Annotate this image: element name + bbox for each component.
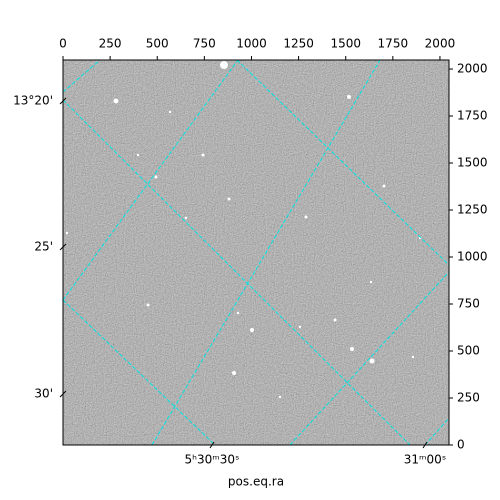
x-tick-label: 1500 (330, 37, 361, 51)
dec-tick (59, 97, 67, 105)
ra-tick (209, 441, 215, 449)
y-tick-label: 1500 (457, 156, 488, 170)
ra-tick (422, 441, 428, 449)
y-tick-label: 0 (457, 438, 465, 452)
x-tick-label: 1250 (283, 37, 314, 51)
coordinate-grid (63, 60, 449, 445)
x-tick-label: 500 (146, 37, 169, 51)
dec-tick-label: 25' (34, 240, 53, 254)
y-tick-label: 1750 (457, 109, 488, 123)
x-tick-label: 250 (99, 37, 122, 51)
ra-tick-label: 5ʰ30ᵐ30ˢ (185, 453, 240, 467)
y-tick-label: 1000 (457, 250, 488, 264)
dec-tick (59, 243, 67, 251)
y-tick-label: 500 (457, 344, 480, 358)
dec-tick (59, 390, 67, 398)
x-tick-label: 1750 (378, 37, 409, 51)
x-axis-label: pos.eq.ra (228, 475, 284, 489)
x-tick-label: 0 (59, 37, 67, 51)
sky-image (63, 60, 449, 445)
y-tick-label: 1250 (457, 203, 488, 217)
ra-tick-label: 31ᵐ00ˢ (404, 453, 447, 467)
x-tick-label: 750 (193, 37, 216, 51)
plot-frame (62, 59, 450, 446)
x-tick-label: 1000 (236, 37, 267, 51)
x-tick-label: 2000 (425, 37, 456, 51)
y-tick-label: 750 (457, 297, 480, 311)
dec-tick-label: 30' (34, 387, 53, 401)
dec-tick-label: 13°20' (13, 94, 53, 108)
y-tick-label: 250 (457, 391, 480, 405)
y-tick-label: 2000 (457, 62, 488, 76)
